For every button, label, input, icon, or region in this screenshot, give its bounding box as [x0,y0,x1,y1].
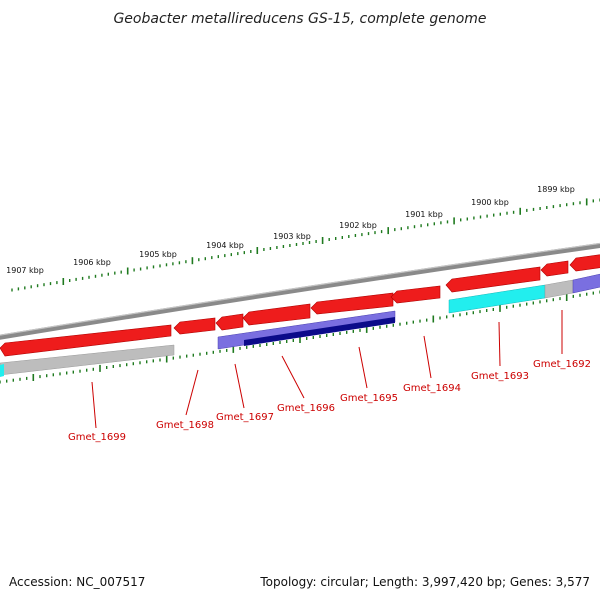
leader-gmet-1695 [358,346,368,389]
scale-label-1907: 1907 kbp [6,266,44,275]
scale-label-1905: 1905 kbp [139,250,177,259]
genome-backbone-highlight [0,242,600,336]
reverse-cds-dark [244,317,395,346]
forward-gene-gmet-1698 [173,317,216,335]
forward-gene-gmet-1696 [242,303,311,326]
gene-label-gmet-1695: Gmet_1695 [340,393,398,404]
scale-label-1900: 1900 kbp [471,198,509,207]
leader-gmet-1696 [281,355,305,399]
label-leader-lines [91,310,563,429]
gene-label-gmet-1694: Gmet_1694 [403,383,461,394]
gene-label-gmet-1698: Gmet_1698 [156,420,214,431]
forward-gene-gmet-1692 [540,260,569,277]
gene-label-gmet-1692: Gmet_1692 [533,359,591,370]
scale-label-1904: 1904 kbp [206,241,244,250]
forward-gene-gmet-1697 [215,313,244,331]
topology-text: Topology: circular; Length: 3,997,420 bp… [259,575,590,589]
inner-scale-ticks [0,290,600,384]
leader-gmet-1699 [91,381,97,429]
forward-gene-gmet-1699 [0,324,172,357]
scale-label-1902: 1902 kbp [339,221,377,230]
forward-genes [0,254,600,357]
leader-gmet-1697 [234,363,245,409]
accession-text: Accession: NC_007517 [9,575,145,589]
leader-gmet-1693 [498,321,501,367]
scale-label-1899: 1899 kbp [537,185,575,194]
gene-label-gmet-1696: Gmet_1696 [277,403,335,414]
scale-label-1906: 1906 kbp [73,258,111,267]
outer-scale-ticks [11,198,600,292]
forward-gene-offscreen [569,254,600,272]
leader-gmet-1698 [185,369,199,416]
reverse-features [0,273,600,377]
leader-gmet-1694 [423,335,432,379]
scale-label-1901: 1901 kbp [405,210,443,219]
gene-label-gmet-1699: Gmet_1699 [68,432,126,443]
reverse-feature-cyan-left [0,364,4,377]
reverse-cds-light-right [572,273,600,294]
gene-label-gmet-1697: Gmet_1697 [216,412,274,423]
reverse-feature-gray-left [0,344,175,376]
forward-gene-gmet-1693 [445,266,541,293]
gene-label-gmet-1693: Gmet_1693 [471,371,529,382]
scale-label-1903: 1903 kbp [273,232,311,241]
forward-gene-gmet-1694 [390,285,441,304]
genome-backbone [0,242,600,340]
map-title: Geobacter metallireducens GS-15, complet… [113,11,486,27]
scale-labels: 1899 kbp 1900 kbp 1901 kbp 1902 kbp 1903… [6,185,575,275]
reverse-feature-gray-right [544,279,574,299]
gene-labels: Gmet_1692 Gmet_1693 Gmet_1694 Gmet_1695 … [68,359,591,443]
forward-gene-gmet-1695 [310,292,394,315]
